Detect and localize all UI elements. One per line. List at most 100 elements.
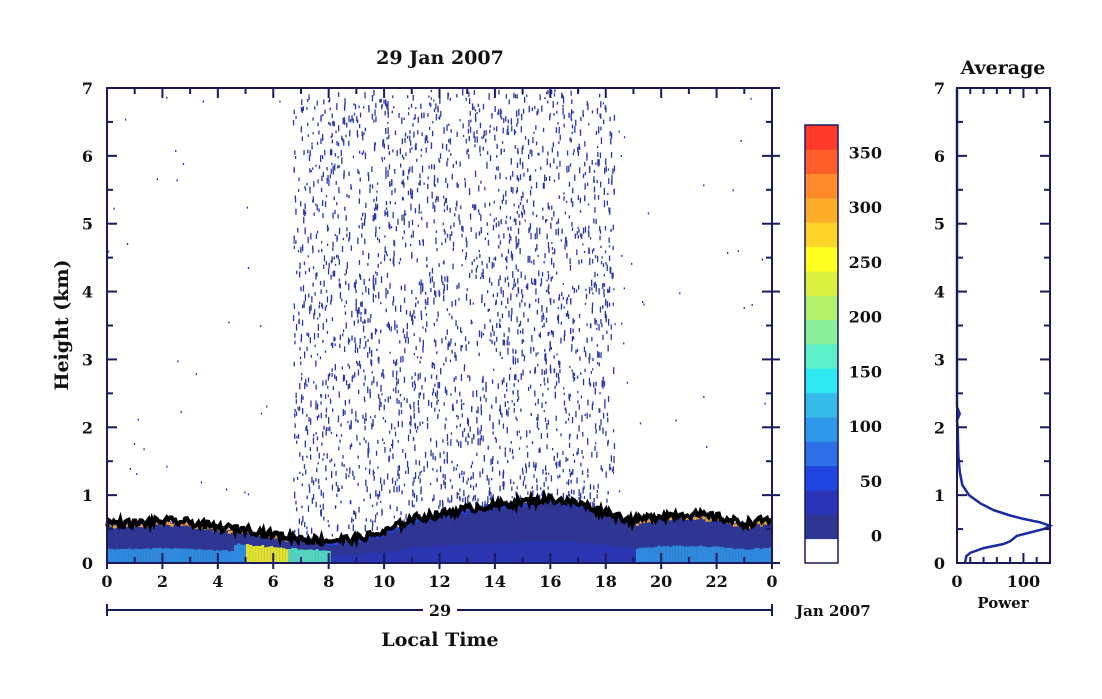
aerosol-cell <box>699 513 703 563</box>
aerosol-cell <box>373 552 377 563</box>
noise-speck <box>579 130 582 136</box>
noise-speck <box>407 467 409 474</box>
noise-speck <box>336 433 338 437</box>
aerosol-cell <box>430 546 434 563</box>
aerosol-cell <box>185 522 189 526</box>
profile-y-tick-label: 5 <box>934 215 945 234</box>
noise-speck <box>512 171 514 177</box>
noise-speck <box>509 233 511 238</box>
noise-speck <box>409 130 411 134</box>
aerosol-cell <box>376 553 380 563</box>
noise-speck <box>328 100 330 103</box>
date-day-label: 29 <box>429 601 451 620</box>
aerosol-cell <box>388 528 392 563</box>
noise-speck <box>428 95 430 98</box>
aerosol-cell <box>675 513 679 563</box>
y-tick-label: 4 <box>82 283 93 302</box>
noise-speck <box>433 99 435 102</box>
noise-speck <box>526 94 528 98</box>
noise-speck <box>387 290 389 295</box>
noise-speck <box>362 325 365 333</box>
noise-speck <box>532 282 534 285</box>
aerosol-cell <box>140 524 144 528</box>
noise-speck <box>403 483 406 487</box>
aerosol-cell <box>551 540 555 563</box>
noise-speck <box>610 267 612 274</box>
noise-speck <box>545 219 547 223</box>
noise-speck <box>524 136 527 140</box>
noise-speck <box>548 331 550 335</box>
noise-speck <box>534 402 537 406</box>
noise-speck <box>593 248 595 251</box>
noise-speck <box>598 126 600 134</box>
noise-speck <box>375 196 378 202</box>
noise-speck <box>325 413 327 418</box>
noise-speck <box>379 398 381 404</box>
noise-speck <box>362 320 364 325</box>
noise-speck <box>613 114 616 121</box>
noise-speck <box>494 256 497 261</box>
noise-speck <box>521 147 523 155</box>
noise-speck <box>348 283 350 291</box>
noise-speck <box>587 203 590 206</box>
noise-speck <box>420 490 422 495</box>
aerosol-cell <box>373 533 377 563</box>
noise-speck <box>401 214 403 221</box>
noise-speck <box>569 394 571 397</box>
noise-speck <box>413 409 415 412</box>
noise-speck <box>550 330 552 333</box>
noise-speck <box>446 284 448 291</box>
noise-speck <box>565 456 567 462</box>
noise-speck <box>557 315 559 321</box>
noise-speck <box>582 431 584 437</box>
noise-speck <box>334 343 336 346</box>
noise-speck <box>349 444 351 450</box>
noise-speck <box>606 300 609 308</box>
noise-speck <box>385 288 387 292</box>
noise-speck <box>583 346 586 353</box>
noise-speck <box>306 332 308 336</box>
noise-speck <box>373 475 375 481</box>
noise-speck <box>461 225 463 231</box>
noise-speck <box>297 227 299 233</box>
noise-speck <box>578 404 580 410</box>
aerosol-cell <box>255 545 259 563</box>
noise-speck <box>446 124 448 131</box>
noise-speck <box>586 337 588 343</box>
noise-speck <box>470 227 472 232</box>
noise-speck <box>751 304 753 306</box>
noise-speck <box>315 384 317 390</box>
colorbar-swatch <box>805 173 838 199</box>
noise-speck <box>453 222 455 228</box>
noise-speck <box>590 371 592 374</box>
noise-speck <box>353 475 355 480</box>
aerosol-cell <box>496 504 501 563</box>
noise-speck <box>409 314 411 317</box>
noise-speck <box>596 327 598 330</box>
noise-speck <box>382 416 385 420</box>
noise-speck <box>600 181 602 188</box>
noise-speck <box>581 470 584 475</box>
noise-speck <box>417 400 419 406</box>
noise-speck <box>455 320 457 327</box>
noise-speck <box>316 467 318 473</box>
aerosol-cell <box>666 545 670 563</box>
aerosol-cell <box>506 541 510 563</box>
noise-speck <box>378 339 380 344</box>
noise-speck <box>337 485 339 492</box>
noise-speck <box>368 447 370 454</box>
noise-speck <box>522 471 524 475</box>
aerosol-cell <box>657 545 661 563</box>
noise-speck <box>374 414 376 418</box>
noise-speck <box>587 182 589 186</box>
noise-speck <box>363 437 365 441</box>
noise-speck <box>331 139 333 144</box>
aerosol-cell <box>654 517 658 563</box>
colorbar-frame <box>804 124 839 564</box>
noise-speck <box>522 339 525 343</box>
noise-speck <box>491 112 493 119</box>
noise-speck <box>596 180 598 184</box>
noise-speck <box>411 219 414 226</box>
aerosol-cell <box>566 501 570 505</box>
noise-speck <box>608 289 611 293</box>
